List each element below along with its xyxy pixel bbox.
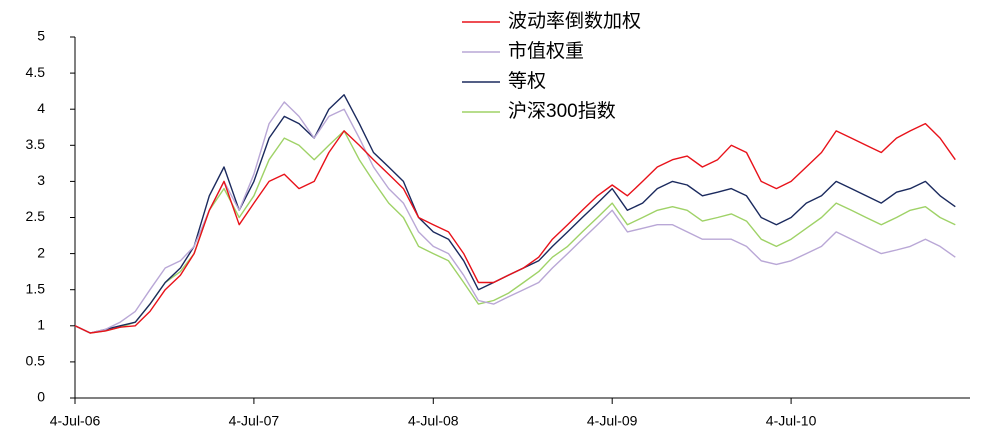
y-tick-label: 0 [37,389,45,405]
y-tick-label: 1.5 [26,280,46,296]
y-tick-label: 2.5 [26,208,46,224]
x-tick-label: 4-Jul-09 [587,413,638,429]
legend-label: 沪深300指数 [508,100,616,122]
x-tick-label: 4-Jul-08 [408,413,459,429]
series-line [74,130,956,334]
legend-label: 等权 [508,70,546,92]
legend-label: 市值权重 [508,40,584,62]
y-tick-label: 3.5 [26,136,46,152]
y-tick-label: 1 [37,317,45,333]
series-line [74,122,956,334]
y-tick-label: 5 [37,28,45,44]
y-tick-label: 3 [37,172,45,188]
y-tick-label: 4.5 [26,64,46,80]
y-tick-label: 2 [37,244,45,260]
y-tick-label: 0.5 [26,353,46,369]
x-tick-label: 4-Jul-10 [766,413,817,429]
x-tick-label: 4-Jul-06 [50,413,101,429]
y-tick-label: 4 [37,100,45,116]
x-tick-label: 4-Jul-07 [229,413,280,429]
legend-label: 波动率倒数加权 [508,10,641,32]
